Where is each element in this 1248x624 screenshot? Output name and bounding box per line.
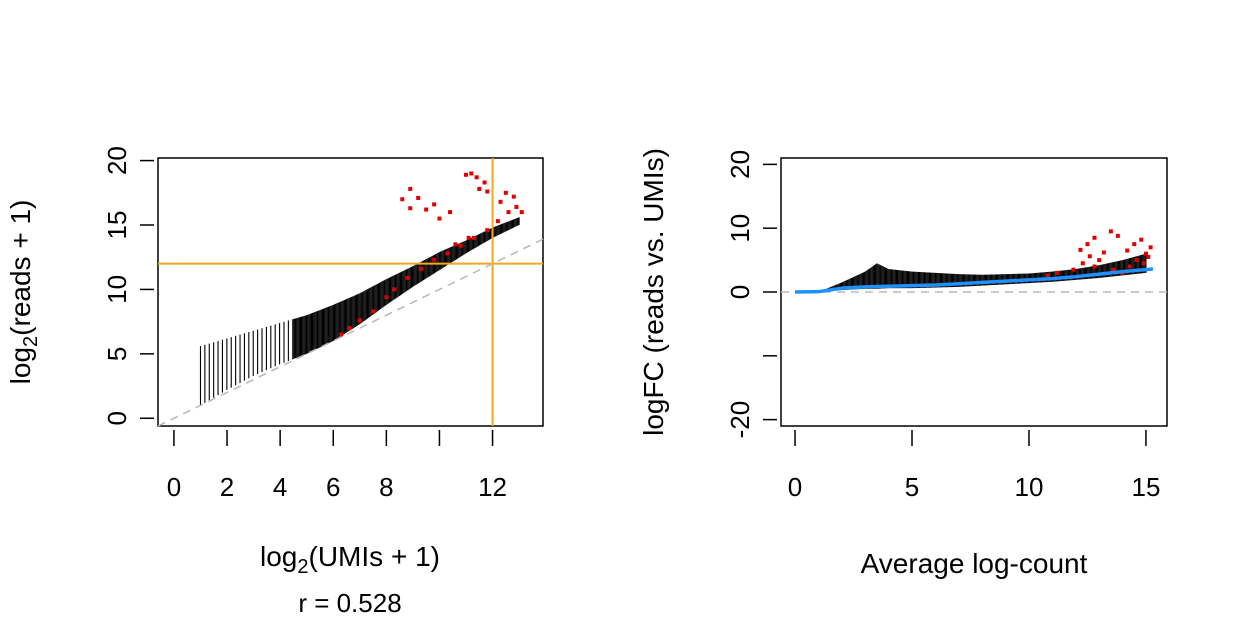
flagged-point — [1085, 242, 1090, 247]
x-tick-label: 12 — [478, 472, 507, 502]
flagged-point — [1101, 250, 1106, 255]
flagged-point — [1071, 267, 1076, 272]
y-axis-title-right: logFC (reads vs. UMIs) — [638, 148, 669, 436]
flagged-point — [437, 216, 442, 221]
correlation-annotation: r = 0.528 — [298, 588, 401, 618]
y-tick-label: 0 — [102, 411, 132, 425]
y-tick-label: 10 — [102, 275, 132, 304]
flagged-point — [445, 251, 450, 256]
flagged-point — [1092, 264, 1097, 269]
flagged-point — [1087, 254, 1092, 259]
flagged-point — [458, 243, 463, 248]
flagged-point — [1141, 261, 1146, 266]
flagged-point — [371, 309, 376, 314]
x-axis-left: 0 2 4 6 8 12 — [167, 430, 507, 502]
x-tick-label: 8 — [379, 472, 393, 502]
flagged-point — [1108, 229, 1113, 234]
flagged-point — [485, 228, 490, 233]
flagged-point — [1139, 237, 1144, 242]
flagged-point — [432, 257, 437, 262]
flagged-point — [1045, 273, 1050, 278]
trend-line-right — [795, 267, 1154, 294]
flagged-point — [482, 180, 487, 185]
y-axis-title-left: log2(reads + 1) — [5, 200, 42, 385]
flagged-point — [471, 235, 476, 240]
point-cloud-left — [199, 217, 520, 406]
trend-line — [795, 267, 1154, 294]
y-tick-label: 0 — [725, 285, 755, 299]
flagged-point — [474, 175, 479, 180]
flagged-point — [453, 242, 458, 247]
flagged-point — [405, 275, 410, 280]
x-tick-label: 2 — [220, 472, 234, 502]
flagged-point — [339, 332, 344, 337]
flagged-points-left — [339, 171, 524, 337]
flagged-point — [347, 326, 352, 331]
y-axis-right: -20 0 10 20 — [725, 150, 777, 438]
x-tick-label: 0 — [167, 472, 181, 502]
x-tick-label: 6 — [326, 472, 340, 502]
flagged-point — [503, 190, 508, 195]
x-tick-label: 0 — [788, 472, 802, 502]
flagged-point — [1134, 258, 1139, 263]
y-tick-label: 15 — [102, 211, 132, 240]
flagged-point — [1132, 242, 1137, 247]
reference-line-diagonal — [157, 238, 544, 427]
flagged-point — [432, 202, 437, 207]
flagged-point — [1080, 261, 1085, 266]
flagged-point — [1097, 258, 1102, 263]
flagged-points-right — [1045, 229, 1153, 278]
flagged-point — [408, 186, 413, 191]
flagged-point — [418, 266, 423, 271]
flagged-point — [1148, 245, 1153, 250]
flagged-point — [357, 318, 362, 323]
y-tick-label: 10 — [725, 214, 755, 243]
flagged-point — [1055, 270, 1060, 275]
flagged-point — [384, 295, 389, 300]
y-tick-label: 5 — [102, 347, 132, 361]
x-tick-label: 4 — [273, 472, 287, 502]
x-tick-label: 15 — [1131, 472, 1160, 502]
reference-lines-left — [157, 158, 544, 427]
flagged-point — [1127, 264, 1132, 269]
x-tick-label: 10 — [1015, 472, 1044, 502]
x-axis-title-left: log2(UMIs + 1) — [260, 541, 440, 578]
flagged-point — [519, 210, 524, 215]
x-tick-label: 5 — [905, 472, 919, 502]
y-tick-label: 20 — [102, 146, 132, 175]
flagged-point — [514, 204, 519, 209]
flagged-point — [448, 210, 453, 215]
flagged-point — [416, 195, 421, 200]
x-axis-title-right: Average log-count — [861, 548, 1088, 579]
y-tick-label: 20 — [725, 150, 755, 179]
flagged-point — [424, 207, 429, 212]
y-axis-left: 0 5 10 15 20 — [102, 146, 154, 426]
flagged-point — [1143, 251, 1148, 256]
panel-logfc: 0 5 10 15 -20 0 10 20 Average log-count logFC … — [638, 148, 1168, 579]
flagged-point — [1125, 248, 1130, 253]
flagged-point — [1111, 267, 1116, 272]
flagged-point — [400, 197, 405, 202]
flagged-point — [1078, 247, 1083, 252]
flagged-point — [477, 186, 482, 191]
flagged-point — [495, 219, 500, 224]
flagged-point — [1115, 233, 1120, 238]
flagged-point — [464, 172, 468, 177]
flagged-point — [1146, 254, 1151, 259]
flagged-point — [511, 194, 516, 199]
panel-umis-vs-reads: 0 2 4 6 8 12 0 5 10 15 20 log2(UMIs + 1) r = 0.52… — [5, 146, 544, 618]
flagged-point — [1092, 235, 1097, 240]
x-axis-right: 0 5 10 15 — [788, 430, 1160, 502]
flagged-point — [392, 287, 397, 292]
flagged-point — [506, 210, 511, 215]
flagged-point — [469, 171, 474, 176]
y-tick-label: -20 — [725, 401, 755, 439]
flagged-point — [485, 189, 490, 194]
flagged-point — [466, 235, 471, 240]
flagged-point — [408, 206, 413, 211]
plot-frame-left — [157, 157, 544, 427]
flagged-point — [498, 199, 503, 204]
